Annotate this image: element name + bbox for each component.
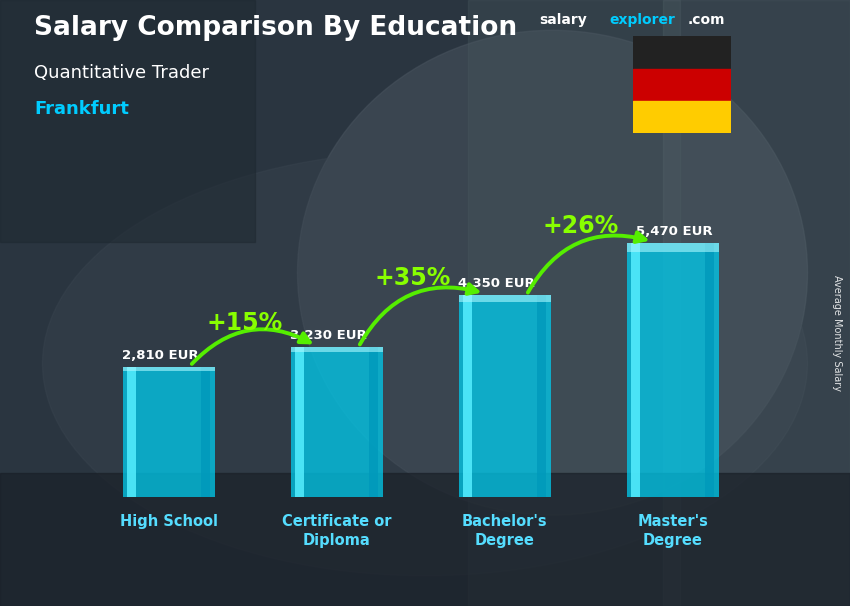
Bar [626, 244, 719, 252]
Text: 2,810 EUR: 2,810 EUR [122, 348, 198, 362]
Text: Salary Comparison By Education: Salary Comparison By Education [34, 15, 517, 41]
Bar [663, 0, 850, 606]
FancyArrowPatch shape [192, 329, 309, 364]
Bar [295, 347, 304, 497]
Text: Frankfurt: Frankfurt [34, 100, 129, 118]
Bar [626, 244, 719, 497]
Ellipse shape [42, 152, 807, 576]
Text: Quantitative Trader: Quantitative Trader [34, 64, 209, 82]
Ellipse shape [298, 30, 808, 515]
FancyArrowPatch shape [360, 284, 478, 344]
Bar [128, 367, 136, 497]
Text: 4,350 EUR: 4,350 EUR [457, 277, 535, 290]
Bar [0, 473, 850, 606]
Bar [633, 101, 731, 133]
Text: explorer: explorer [609, 13, 675, 27]
Text: +15%: +15% [207, 311, 282, 335]
Bar [122, 367, 215, 497]
Bar [706, 244, 714, 497]
Bar [201, 367, 210, 497]
FancyArrowPatch shape [528, 232, 645, 293]
Text: +35%: +35% [374, 266, 450, 290]
Text: Average Monthly Salary: Average Monthly Salary [832, 275, 842, 391]
Text: 3,230 EUR: 3,230 EUR [290, 329, 366, 342]
Bar [122, 367, 215, 371]
Text: salary: salary [540, 13, 587, 27]
Text: .com: .com [688, 13, 725, 27]
Text: 5,470 EUR: 5,470 EUR [636, 225, 712, 238]
Bar [291, 347, 383, 353]
Bar [632, 244, 640, 497]
Bar [458, 295, 551, 302]
Bar [537, 295, 547, 497]
Text: +26%: +26% [542, 214, 619, 238]
Bar [468, 0, 680, 606]
Bar [633, 68, 731, 101]
Bar [291, 347, 383, 497]
Bar [633, 36, 731, 68]
Bar [463, 295, 473, 497]
Bar [369, 347, 378, 497]
Bar [0, 0, 255, 242]
Bar [458, 295, 551, 497]
